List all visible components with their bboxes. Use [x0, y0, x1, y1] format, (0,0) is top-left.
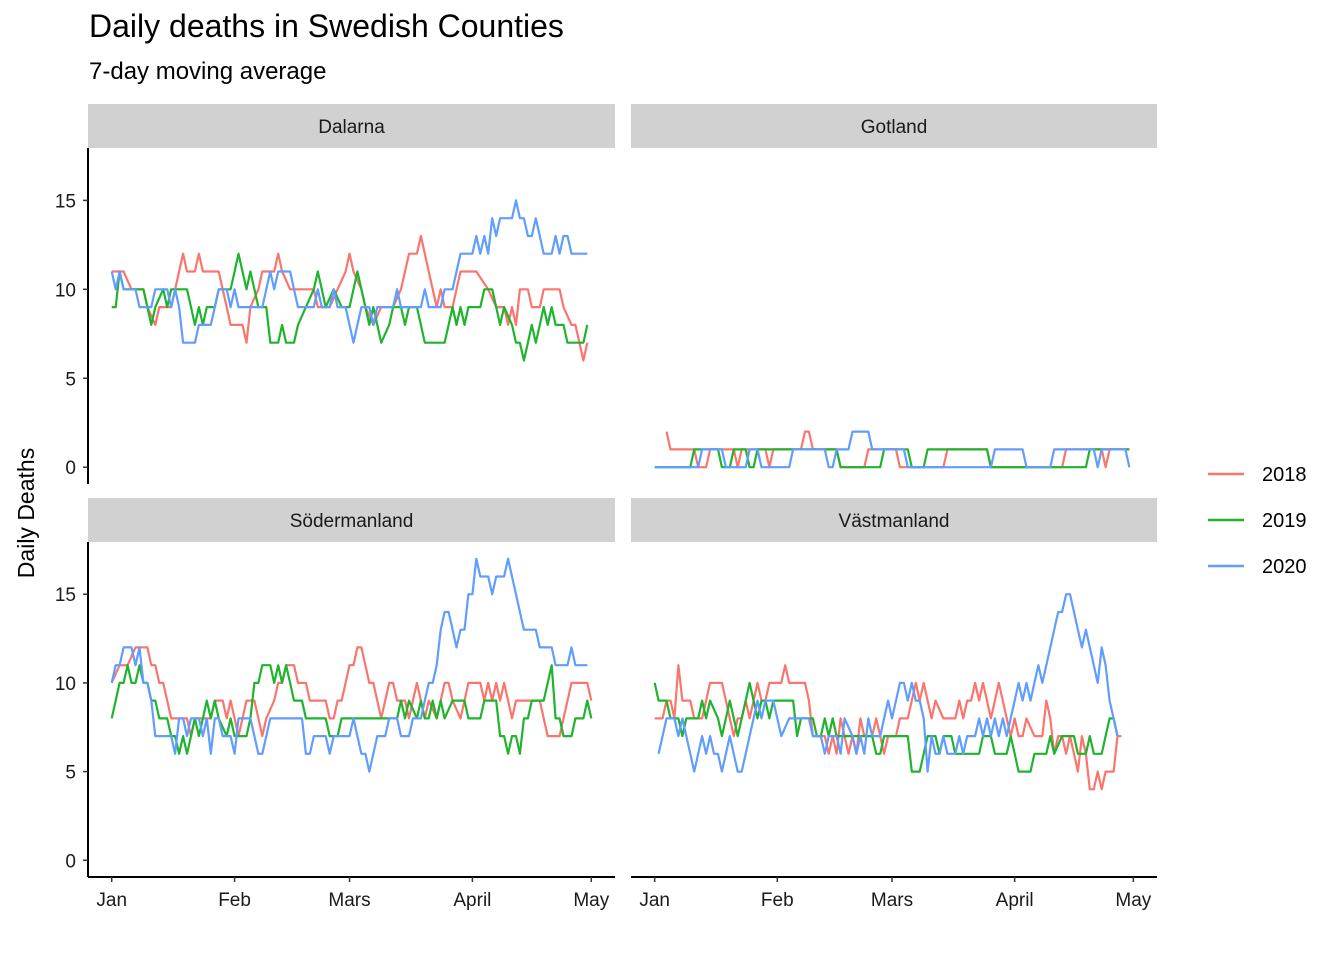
facet-strip — [631, 104, 1157, 148]
facet-label: Dalarna — [318, 117, 385, 138]
series-line-2019-vastmanland — [653, 681, 1119, 773]
y-tick-label: 0 — [65, 458, 76, 479]
legend-item-2019: 2019 — [1208, 510, 1307, 532]
y-tick-label: 5 — [65, 763, 76, 784]
series-line-2019-dalarna — [111, 252, 589, 362]
legend-label: 2018 — [1262, 464, 1307, 486]
series-line-2020-sodermanland — [110, 557, 588, 773]
series-line-2020-dalarna — [110, 199, 588, 344]
y-tick-label: 10 — [55, 280, 76, 301]
facet-vastmanland: Västmanland Jan Feb Mars April May — [631, 498, 1157, 911]
y-tick-label: 15 — [55, 191, 76, 212]
x-tick-label: Jan — [639, 890, 670, 911]
chart-title: Daily deaths in Swedish Counties — [89, 8, 564, 44]
chart-subtitle: 7-day moving average — [89, 58, 327, 85]
series-line-2020-vastmanland — [657, 593, 1119, 773]
y-axis-label: Daily Deaths — [13, 448, 39, 578]
x-tick-label: Mars — [328, 890, 370, 911]
y-tick-label: 0 — [65, 851, 76, 872]
legend-label: 2020 — [1262, 556, 1307, 578]
series-line-2020-gotland — [654, 430, 1131, 469]
legend-item-2020: 2020 — [1208, 556, 1307, 578]
series-line-2019-sodermanland — [110, 664, 593, 755]
x-tick-label: April — [453, 890, 491, 911]
x-tick-label: Feb — [218, 890, 251, 911]
facet-label: Gotland — [861, 117, 928, 138]
facet-strip — [88, 498, 615, 542]
legend: 2018 2019 2020 — [1208, 464, 1307, 578]
facet-panels: Dalarna 0 5 10 15 Gotland Södermanland 0 5 10 15 Ja… — [55, 104, 1157, 911]
y-tick-label: 5 — [65, 369, 76, 390]
series-line-2019-gotland — [654, 448, 1130, 469]
y-tick-label: 15 — [55, 585, 76, 606]
y-tick-label: 10 — [55, 674, 76, 695]
x-tick-label: April — [996, 890, 1034, 911]
facet-label: Södermanland — [290, 511, 414, 532]
x-tick-label: Mars — [871, 890, 913, 911]
facet-dalarna: Dalarna 0 5 10 15 — [55, 104, 615, 484]
legend-label: 2019 — [1262, 510, 1307, 532]
x-tick-label: May — [1115, 890, 1151, 911]
facet-strip — [631, 498, 1157, 542]
x-tick-label: May — [573, 890, 609, 911]
facet-strip — [88, 104, 615, 148]
legend-item-2018: 2018 — [1208, 464, 1307, 486]
x-tick-label: Feb — [761, 890, 794, 911]
facet-label: Västmanland — [839, 511, 950, 532]
facet-gotland: Gotland — [631, 104, 1157, 469]
x-tick-label: Jan — [96, 890, 127, 911]
facet-sodermanland: Södermanland 0 5 10 15 Jan Feb Mars April May — [55, 498, 615, 911]
